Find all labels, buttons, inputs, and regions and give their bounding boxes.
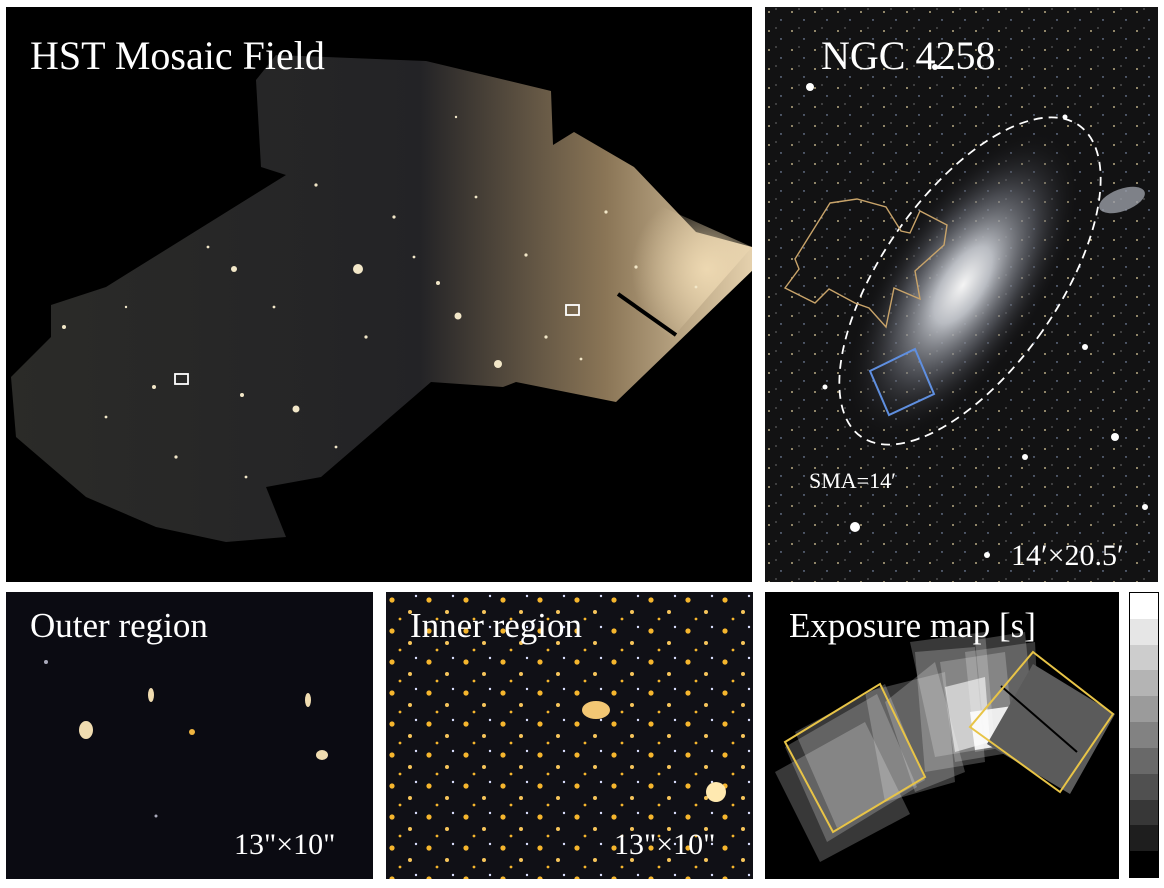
- exposure-footprint-left: [783, 682, 927, 834]
- colorbar-segment: [1130, 773, 1158, 800]
- exposure-footprint-right: [968, 650, 1115, 794]
- outer-title: Outer region: [30, 606, 208, 645]
- outer-scale-label: 13"×10": [234, 828, 336, 861]
- exposure-panel: Exposure map [s]: [765, 592, 1119, 879]
- colorbar-segment: [1130, 825, 1158, 852]
- exposure-colorbar: [1129, 592, 1159, 878]
- galaxy-title: NGC 4258: [821, 33, 996, 78]
- inner-image: [386, 592, 753, 879]
- outer-panel: Outer region 13"×10": [6, 592, 373, 879]
- colorbar-segment: [1130, 799, 1158, 826]
- mosaic-stars: [62, 115, 698, 479]
- inner-panel: Inner region 13"×10": [386, 592, 753, 879]
- galaxy-stars: [806, 64, 1148, 558]
- galaxy-scale-label: 14′×20.5′: [1011, 539, 1124, 572]
- colorbar-segment: [1130, 696, 1158, 723]
- mosaic-panel: HST Mosaic Field: [6, 7, 752, 582]
- colorbar-segment: [1130, 670, 1158, 697]
- galaxy-image: [765, 7, 1158, 582]
- colorbar-segment: [1130, 851, 1158, 877]
- sma-ellipse: [838, 116, 1102, 446]
- colorbar-segment: [1130, 593, 1158, 619]
- exposure-title: Exposure map [s]: [789, 606, 1036, 645]
- outer-image: [6, 592, 373, 879]
- sma-label: SMA=14′: [809, 468, 896, 493]
- mosaic-outline: [783, 198, 948, 329]
- inner-title: Inner region: [410, 606, 583, 645]
- colorbar-segment: [1130, 618, 1158, 645]
- companion-galaxy: [1099, 186, 1145, 214]
- outer-region-marker: [174, 373, 189, 385]
- galaxy-panel: NGC 4258 SMA=14′ 14′×20.5′: [765, 7, 1158, 582]
- inner-scale-label: 13"×10": [614, 828, 716, 861]
- mosaic-image: [11, 55, 752, 542]
- colorbar-segment: [1130, 722, 1158, 748]
- satellite-trail: [616, 292, 678, 337]
- colorbar-segment: [1130, 747, 1158, 774]
- inner-region-marker: [565, 304, 580, 316]
- galaxy-body: [847, 132, 1079, 438]
- colorbar-segment: [1130, 644, 1158, 671]
- hst-field-outline: [868, 347, 936, 417]
- mosaic-title: HST Mosaic Field: [30, 33, 325, 78]
- exposure-image: [775, 632, 1115, 862]
